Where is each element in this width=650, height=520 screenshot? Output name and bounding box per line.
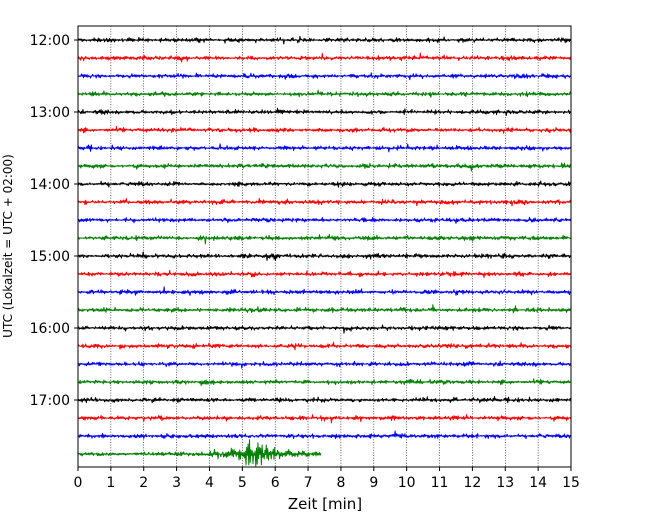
trace-1745 [77,439,322,467]
trace-1315 [77,126,572,134]
seismic-traces [77,35,572,467]
x-tick-label: 11 [431,475,449,491]
trace-1330 [77,143,572,153]
trace-1300 [77,107,572,116]
x-tick-label: 9 [369,475,378,491]
y-tick-label: 16:00 [30,321,70,337]
y-axis-ticks: 12:00 13:00 14:00 15:00 16:00 17:00 [30,33,78,409]
x-tick-label: 3 [172,475,181,491]
trace-1730 [77,430,572,440]
trace-1515 [77,269,572,278]
y-tick-label: 15:00 [30,249,70,265]
trace-1230 [77,72,572,81]
trace-1530 [77,286,572,296]
trace-1415 [77,197,572,207]
x-axis-ticks: 0 1 2 3 4 5 6 7 8 9 10 11 12 13 14 15 [74,467,580,491]
grid-lines [110,26,539,467]
trace-1245 [77,89,572,98]
x-tick-label: 0 [74,475,83,491]
x-tick-label: 14 [529,475,547,491]
x-tick-label: 13 [496,475,514,491]
trace-1345 [77,162,572,172]
y-tick-label: 12:00 [30,33,70,49]
trace-1615 [77,341,572,351]
trace-1600 [77,324,572,334]
y-tick-label: 13:00 [30,105,70,121]
trace-1500 [77,251,572,262]
x-axis-label: Zeit [min] [288,495,362,513]
x-tick-label: 15 [562,475,580,491]
trace-1645 [77,378,572,387]
x-tick-label: 7 [304,475,313,491]
x-tick-label: 12 [463,475,481,491]
x-tick-label: 4 [205,475,214,491]
x-tick-label: 5 [238,475,247,491]
trace-1445 [77,233,572,245]
x-tick-label: 6 [271,475,280,491]
y-tick-label: 17:00 [30,393,70,409]
trace-1430 [77,216,572,224]
trace-1215 [77,52,572,63]
x-tick-label: 1 [106,475,115,491]
trace-1715 [77,414,572,424]
plot-frame [77,25,572,468]
x-tick-label: 2 [139,475,148,491]
y-tick-label: 14:00 [30,177,70,193]
x-tick-label: 10 [398,475,416,491]
trace-1545 [77,304,572,314]
y-axis-label: UTC (Lokalzeit = UTC + 02:00) [1,154,15,338]
trace-1700 [77,395,572,404]
trace-1200 [77,35,572,45]
x-tick-label: 8 [336,475,345,491]
trace-1400 [77,180,572,188]
trace-1630 [77,360,572,369]
